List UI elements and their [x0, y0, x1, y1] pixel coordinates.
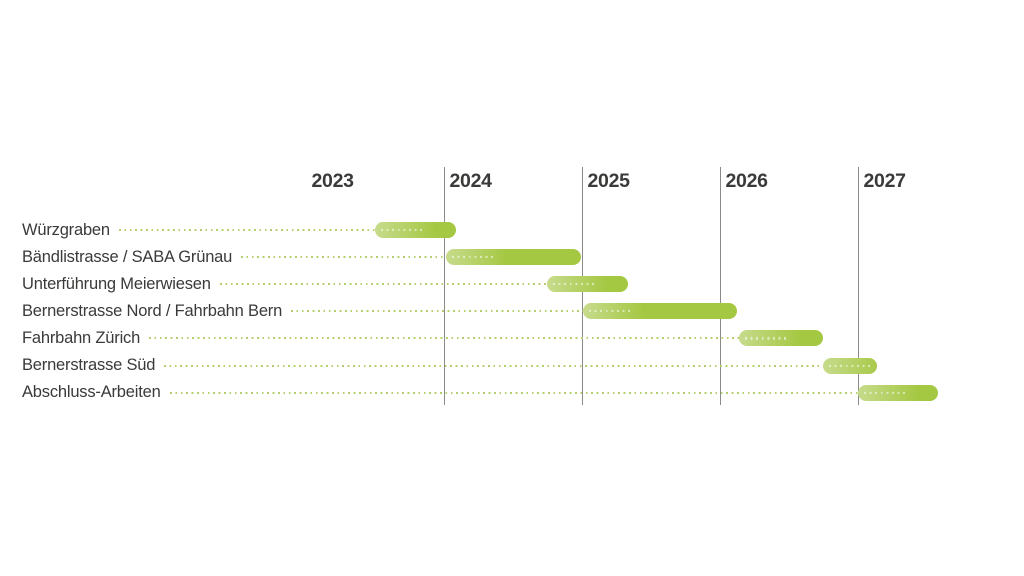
task-bar [547, 276, 629, 293]
task-bar [446, 249, 582, 266]
task-row: Unterführung Meierwiesen [22, 273, 553, 295]
year-label: 2027 [863, 170, 906, 192]
task-label: Bernerstrasse Nord / Fahrbahn Bern [22, 301, 283, 320]
task-label: Würzgraben [22, 220, 110, 239]
task-bar [857, 384, 938, 401]
dotted-leader-line [241, 256, 453, 259]
year-label: 2024 [449, 170, 492, 192]
task-bar [374, 222, 456, 238]
task-row: Würzgraben [22, 219, 381, 241]
task-bar [738, 330, 823, 347]
task-row: Bernerstrasse Nord / Fahrbahn Bern [22, 300, 589, 322]
dotted-leader-line [169, 391, 864, 394]
task-row: Bernerstrasse Süd [22, 355, 829, 377]
year-label: 2025 [587, 170, 630, 192]
year-label: 2023 [311, 170, 354, 192]
year-gridline [857, 167, 859, 405]
year-gridline [719, 167, 721, 405]
dotted-leader-line [118, 229, 381, 231]
dotted-leader-line [164, 364, 829, 367]
task-label: Fahrbahn Zürich [22, 328, 141, 347]
task-label: Bernerstrasse Süd [22, 356, 156, 374]
year-label: 2026 [725, 170, 768, 192]
dotted-leader-line [149, 337, 745, 340]
task-row: Bändlistrasse / SABA Grünau [22, 246, 453, 268]
task-label: Bändlistrasse / SABA Grünau [22, 247, 233, 266]
task-label: Unterführung Meierwiesen [22, 274, 211, 293]
task-row: Abschluss-Arbeiten [22, 382, 864, 404]
task-bar [823, 357, 877, 374]
dotted-leader-line [291, 310, 589, 313]
dotted-leader-line [219, 283, 553, 286]
year-gridline [443, 167, 445, 405]
task-label: Abschluss-Arbeiten [22, 383, 161, 402]
task-bar [582, 303, 738, 320]
task-row: Fahrbahn Zürich [22, 327, 745, 349]
